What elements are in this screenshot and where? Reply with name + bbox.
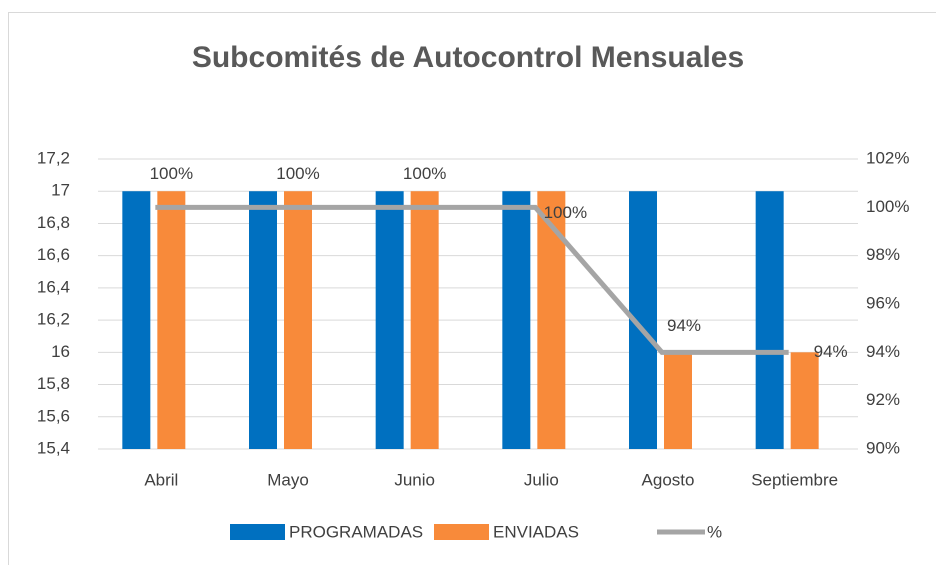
line-series	[155, 204, 789, 355]
y-tick-label: 15,8	[37, 374, 70, 393]
legend-swatch	[230, 524, 285, 540]
data-label: 94%	[814, 342, 848, 361]
y2-tick-label: 102%	[866, 148, 909, 167]
bar	[157, 191, 186, 449]
chart-title: Subcomités de Autocontrol Mensuales	[192, 41, 744, 74]
legend-swatch	[434, 524, 489, 540]
y-tick-label: 15,6	[37, 406, 70, 425]
y2-tick-label: 92%	[866, 390, 900, 409]
data-label: 100%	[544, 203, 587, 222]
x-tick-label: Mayo	[267, 470, 309, 489]
x-tick-label: Junio	[394, 470, 435, 489]
y2-tick-label: 100%	[866, 197, 909, 216]
bar	[790, 352, 819, 449]
data-label: 100%	[150, 164, 193, 183]
bar	[755, 191, 784, 449]
y-tick-label: 15,4	[37, 438, 70, 457]
y2-tick-label: 98%	[866, 245, 900, 264]
legend-label: PROGRAMADAS	[289, 522, 423, 541]
y-tick-label: 16,8	[37, 213, 70, 232]
data-label: 94%	[667, 316, 701, 335]
bar	[375, 191, 404, 449]
y2-tick-label: 96%	[866, 293, 900, 312]
data-label: 100%	[276, 164, 319, 183]
y2-tick-label: 94%	[866, 342, 900, 361]
bar	[664, 352, 692, 449]
y-tick-label: 16	[51, 342, 70, 361]
legend-label: %	[707, 522, 722, 541]
bar	[249, 191, 277, 449]
x-tick-label: Julio	[524, 470, 559, 489]
bar	[502, 191, 531, 449]
y2-tick-label: 90%	[866, 438, 900, 457]
x-tick-label: Agosto	[642, 470, 695, 489]
y-tick-label: 16,2	[37, 310, 70, 329]
y-tick-label: 17	[51, 181, 70, 200]
bar	[537, 191, 566, 449]
bar	[122, 191, 151, 449]
x-tick-label: Septiembre	[751, 470, 838, 489]
bar	[410, 191, 439, 449]
data-label: 100%	[403, 164, 446, 183]
y-tick-label: 16,4	[37, 277, 70, 296]
y-tick-label: 17,2	[37, 148, 70, 167]
bar	[284, 191, 312, 449]
x-tick-label: Abril	[144, 470, 178, 489]
legend-label: ENVIADAS	[493, 522, 579, 541]
y-tick-label: 16,6	[37, 245, 70, 264]
